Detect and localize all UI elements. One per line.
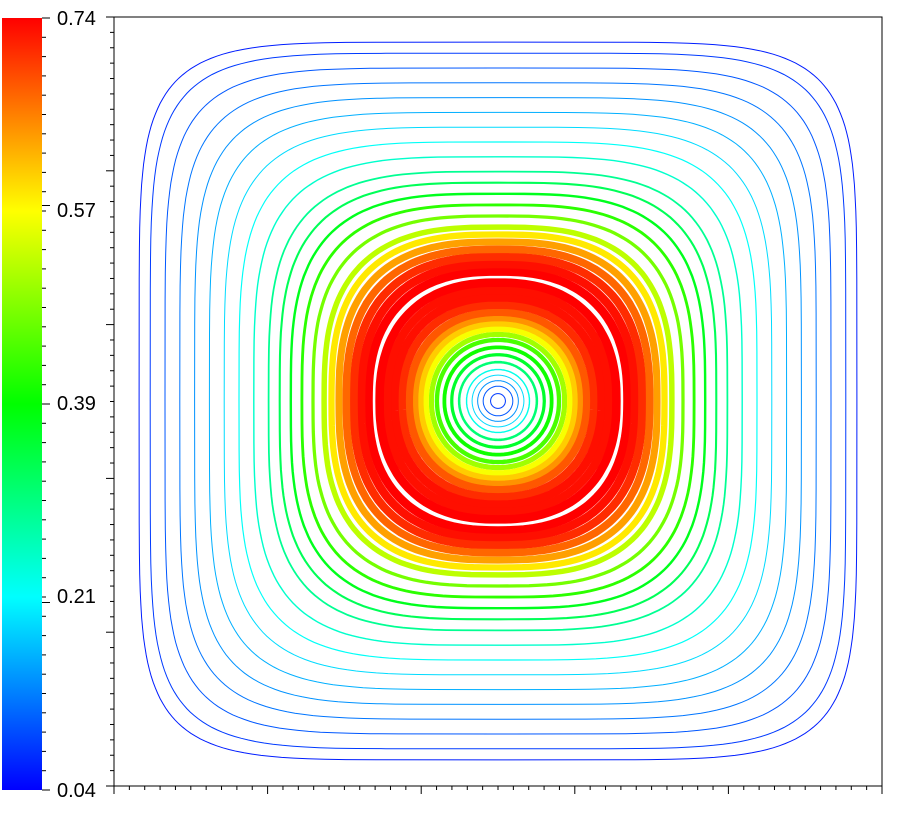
streamline-ring (342, 245, 654, 557)
streamline-ring (194, 97, 802, 705)
streamline-ring (278, 181, 718, 621)
frame-ticks (106, 16, 883, 794)
streamline-ring (208, 111, 788, 691)
streamline-ring (253, 156, 743, 646)
streamline-ring (428, 331, 568, 471)
streamline-ring (471, 374, 525, 428)
streamline-group (138, 41, 858, 761)
streamline-ring (238, 141, 758, 661)
streamline-ring (149, 52, 847, 750)
streamline-ring (417, 320, 579, 482)
streamline-ring (490, 393, 506, 409)
streamline-ring (179, 82, 817, 720)
streamline-ring (328, 231, 668, 571)
streamline-ring (411, 314, 585, 488)
vortex-center (494, 397, 502, 405)
streamline-ring (138, 41, 858, 761)
streamline-ring (434, 337, 562, 465)
streamline-ring (457, 360, 539, 442)
streamline-ring (482, 385, 514, 417)
streamline-ring (405, 308, 591, 494)
colorbar-gradient (2, 18, 42, 790)
streamline-ring (321, 224, 675, 578)
colorbar-label-039: 0.39 (57, 393, 96, 415)
streamline-ring (390, 293, 606, 509)
streamline-ring (364, 267, 632, 535)
streamline-ring (223, 126, 773, 676)
streamline-ring (289, 192, 707, 610)
streamline-ring (375, 278, 621, 524)
streamline-ring (267, 170, 729, 632)
colorbar-label-057: 0.57 (57, 200, 96, 222)
streamline-ring (335, 238, 661, 564)
streamline-ring (397, 300, 599, 502)
streamline-ring (164, 67, 832, 735)
streamline-ring (300, 203, 696, 599)
colorbar: 0.74 0.57 0.39 0.21 0.04 (2, 8, 96, 802)
streamline-ring (311, 214, 685, 588)
streamline-ring (349, 252, 647, 550)
colorbar-label-min: 0.04 (57, 780, 96, 802)
streamline-ring (442, 345, 554, 457)
streamline-ring (382, 285, 614, 517)
streamline-ring (477, 380, 519, 422)
streamline-ring (450, 353, 546, 449)
colorbar-label-max: 0.74 (57, 8, 96, 30)
streamline-ring (356, 259, 640, 543)
colorbar-label-021: 0.21 (57, 586, 96, 608)
streamline-ring (422, 325, 574, 477)
streamline-ring (465, 368, 531, 434)
